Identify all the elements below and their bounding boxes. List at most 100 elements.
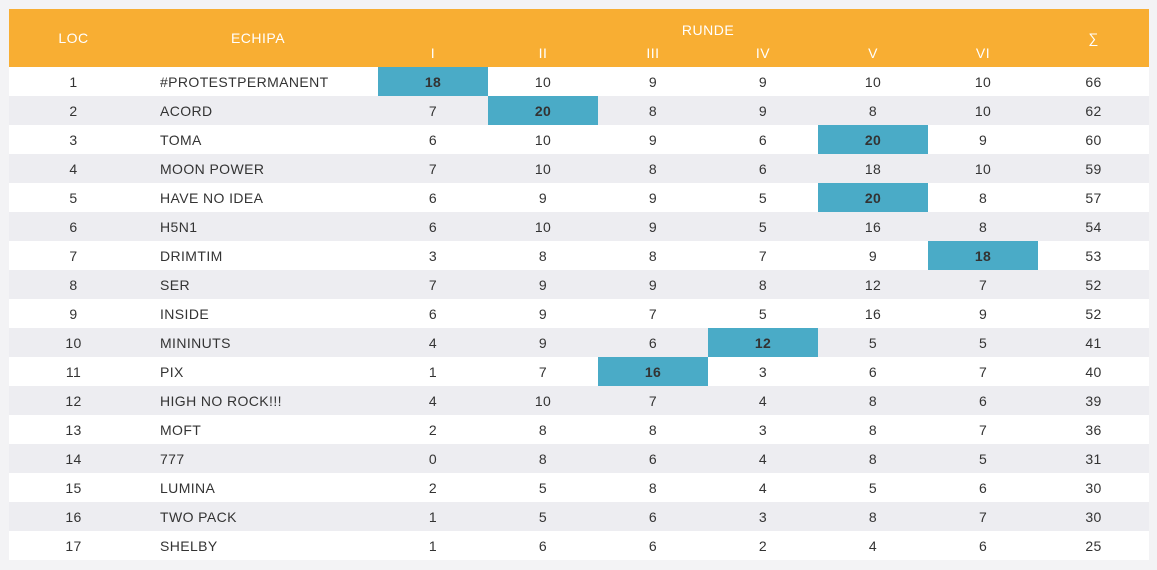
header-team[interactable]: ECHIPA	[138, 9, 378, 67]
cell-round-5: 8	[818, 386, 928, 415]
cell-round-6: 7	[928, 357, 1039, 386]
cell-round-3: 6	[598, 502, 708, 531]
cell-team: H5N1	[138, 212, 378, 241]
cell-round-5: 12	[818, 270, 928, 299]
cell-round-3: 9	[598, 183, 708, 212]
cell-round-6: 10	[928, 154, 1039, 183]
cell-round-2: 10	[488, 67, 598, 96]
cell-round-6: 10	[928, 67, 1039, 96]
cell-round-5: 16	[818, 299, 928, 328]
cell-round-5: 16	[818, 212, 928, 241]
cell-loc: 1	[9, 67, 138, 96]
cell-team: INSIDE	[138, 299, 378, 328]
table-row: 4 MOON POWER 7 10 8 6 18 10 59	[9, 154, 1150, 183]
cell-round-4: 5	[708, 299, 818, 328]
cell-sum: 60	[1038, 125, 1150, 154]
cell-round-1: 18	[378, 67, 488, 96]
cell-round-6: 5	[928, 444, 1039, 473]
cell-round-4: 6	[708, 154, 818, 183]
cell-round-6: 5	[928, 328, 1039, 357]
cell-round-4: 6	[708, 125, 818, 154]
table-row: 1 #PROTESTPERMANENT 18 10 9 9 10 10 66	[9, 67, 1150, 96]
cell-loc: 13	[9, 415, 138, 444]
cell-round-6: 8	[928, 183, 1039, 212]
cell-round-5: 4	[818, 531, 928, 560]
table-row: 12 HIGH NO ROCK!!! 4 10 7 4 8 6 39	[9, 386, 1150, 415]
cell-loc: 16	[9, 502, 138, 531]
cell-round-2: 10	[488, 386, 598, 415]
header-loc[interactable]: LOC	[9, 9, 138, 67]
cell-round-2: 9	[488, 270, 598, 299]
cell-sum: 53	[1038, 241, 1150, 270]
cell-round-5: 8	[818, 444, 928, 473]
cell-loc: 17	[9, 531, 138, 560]
cell-round-6: 10	[928, 96, 1039, 125]
header-sum[interactable]: ∑	[1038, 9, 1150, 67]
cell-round-4: 4	[708, 386, 818, 415]
cell-loc: 11	[9, 357, 138, 386]
cell-round-1: 4	[378, 386, 488, 415]
header-rounds-group: RUNDE	[378, 9, 1039, 38]
cell-round-6: 8	[928, 212, 1039, 241]
header-round-1[interactable]: I	[378, 38, 488, 67]
cell-sum: 57	[1038, 183, 1150, 212]
header-round-3[interactable]: III	[598, 38, 708, 67]
cell-loc: 15	[9, 473, 138, 502]
table-row: 3 TOMA 6 10 9 6 20 9 60	[9, 125, 1150, 154]
cell-round-2: 10	[488, 212, 598, 241]
table-row: 5 HAVE NO IDEA 6 9 9 5 20 8 57	[9, 183, 1150, 212]
table-row: 10 MININUTS 4 9 6 12 5 5 41	[9, 328, 1150, 357]
header-round-2[interactable]: II	[488, 38, 598, 67]
table-row: 17 SHELBY 1 6 6 2 4 6 25	[9, 531, 1150, 560]
standings-table-container: LOC ECHIPA RUNDE ∑ I II III IV V VI 1 #PR…	[9, 9, 1150, 560]
cell-sum: 62	[1038, 96, 1150, 125]
cell-round-6: 6	[928, 473, 1039, 502]
cell-team: PIX	[138, 357, 378, 386]
cell-sum: 59	[1038, 154, 1150, 183]
cell-round-3: 7	[598, 386, 708, 415]
cell-round-2: 9	[488, 299, 598, 328]
cell-round-3: 9	[598, 125, 708, 154]
cell-round-2: 8	[488, 415, 598, 444]
table-row: 15 LUMINA 2 5 8 4 5 6 30	[9, 473, 1150, 502]
cell-team: HAVE NO IDEA	[138, 183, 378, 212]
cell-round-1: 7	[378, 154, 488, 183]
cell-round-4: 2	[708, 531, 818, 560]
cell-round-4: 7	[708, 241, 818, 270]
header-round-5[interactable]: V	[818, 38, 928, 67]
cell-sum: 54	[1038, 212, 1150, 241]
cell-round-6: 7	[928, 270, 1039, 299]
cell-round-5: 9	[818, 241, 928, 270]
table-row: 6 H5N1 6 10 9 5 16 8 54	[9, 212, 1150, 241]
table-row: 8 SER 7 9 9 8 12 7 52	[9, 270, 1150, 299]
cell-sum: 30	[1038, 502, 1150, 531]
cell-team: LUMINA	[138, 473, 378, 502]
cell-sum: 52	[1038, 299, 1150, 328]
cell-round-1: 1	[378, 531, 488, 560]
standings-table: LOC ECHIPA RUNDE ∑ I II III IV V VI 1 #PR…	[9, 9, 1150, 560]
cell-round-6: 6	[928, 386, 1039, 415]
cell-team: SHELBY	[138, 531, 378, 560]
cell-round-2: 8	[488, 241, 598, 270]
header-round-6[interactable]: VI	[928, 38, 1039, 67]
cell-round-4: 3	[708, 415, 818, 444]
cell-round-5: 5	[818, 328, 928, 357]
cell-sum: 31	[1038, 444, 1150, 473]
cell-round-3: 9	[598, 67, 708, 96]
cell-round-4: 12	[708, 328, 818, 357]
cell-team: #PROTESTPERMANENT	[138, 67, 378, 96]
cell-round-4: 5	[708, 183, 818, 212]
cell-round-2: 5	[488, 473, 598, 502]
cell-round-5: 10	[818, 67, 928, 96]
header-round-4[interactable]: IV	[708, 38, 818, 67]
cell-round-2: 6	[488, 531, 598, 560]
cell-round-3: 9	[598, 270, 708, 299]
cell-round-3: 6	[598, 444, 708, 473]
cell-round-2: 9	[488, 183, 598, 212]
cell-round-6: 6	[928, 531, 1039, 560]
cell-round-2: 5	[488, 502, 598, 531]
table-row: 2 ACORD 7 20 8 9 8 10 62	[9, 96, 1150, 125]
cell-round-4: 3	[708, 502, 818, 531]
cell-round-5: 20	[818, 125, 928, 154]
cell-round-1: 6	[378, 125, 488, 154]
